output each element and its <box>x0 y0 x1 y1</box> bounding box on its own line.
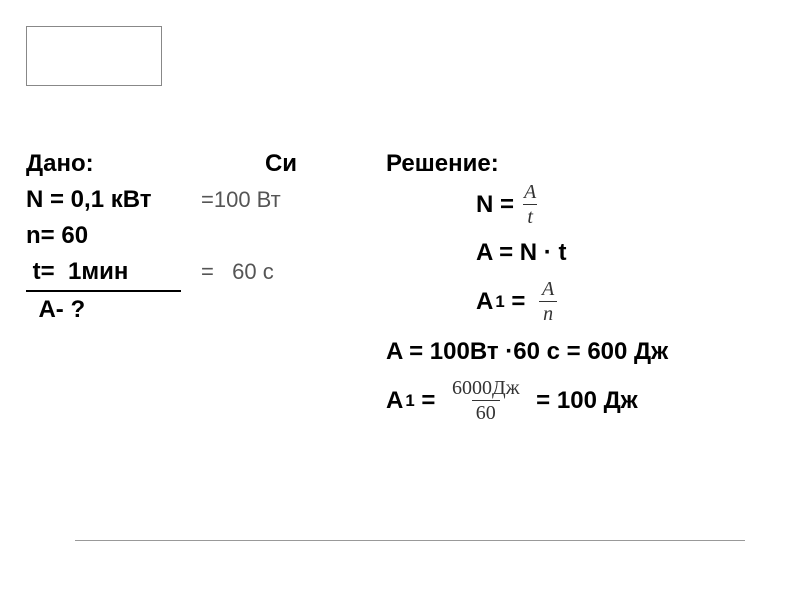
eq-n-formula: N = A t <box>476 182 766 227</box>
eq3-num: A <box>538 279 558 301</box>
eq-a1-formula: A 1 = A n <box>476 279 766 324</box>
eq3-sub: 1 <box>495 292 504 312</box>
eq5-lhs: A <box>386 387 403 415</box>
eq1-fraction: A t <box>520 182 540 227</box>
given-power: N = 0,1 кВт <box>26 182 196 218</box>
eq5-sub: 1 <box>405 391 414 411</box>
given-find: A- ? <box>26 292 196 328</box>
si-power-conv: =100 Вт <box>201 182 361 218</box>
eq3-den: n <box>539 301 557 324</box>
solution-column: Решение: N = A t A = N · t A 1 = A n A =… <box>386 150 766 435</box>
eq2: A = N · t <box>476 239 566 267</box>
eq5-den: 60 <box>472 400 500 423</box>
eq5-rhs: = 100 Дж <box>530 387 638 415</box>
si-heading: Си <box>201 150 361 178</box>
eq3-lhs: A <box>476 288 493 316</box>
eq-a1-calc: A 1 = 6000Дж 60 = 100 Дж <box>386 378 766 423</box>
eq1-den: t <box>523 204 537 227</box>
si-column: Си =100 Вт = 60 с <box>201 150 361 291</box>
eq-a-calc: A = 100Вт ·60 с = 600 Дж <box>386 338 766 366</box>
eq4: A = 100Вт ·60 с = 600 Дж <box>386 338 668 366</box>
eq1-lhs: N = <box>476 191 514 219</box>
eq5-eq: = <box>415 387 442 415</box>
title-placeholder-box <box>26 26 162 86</box>
eq1-num: A <box>520 182 540 204</box>
solution-heading: Решение: <box>386 150 766 178</box>
eq3-fraction: A n <box>538 279 558 324</box>
eq3-eq: = <box>505 288 532 316</box>
bottom-rule <box>75 540 745 541</box>
si-spacer <box>201 218 361 254</box>
given-count: n= 60 <box>26 218 196 254</box>
eq5-num: 6000Дж <box>448 378 523 400</box>
given-heading: Дано: <box>26 150 196 178</box>
given-column: Дано: N = 0,1 кВт n= 60 t= 1мин A- ? <box>26 150 196 328</box>
eq5-fraction: 6000Дж 60 <box>448 378 523 423</box>
si-time-conv: = 60 с <box>201 254 361 290</box>
given-time: t= 1мин <box>26 258 128 285</box>
eq-a-formula: A = N · t <box>476 239 766 267</box>
given-divider: t= 1мин <box>26 254 181 292</box>
